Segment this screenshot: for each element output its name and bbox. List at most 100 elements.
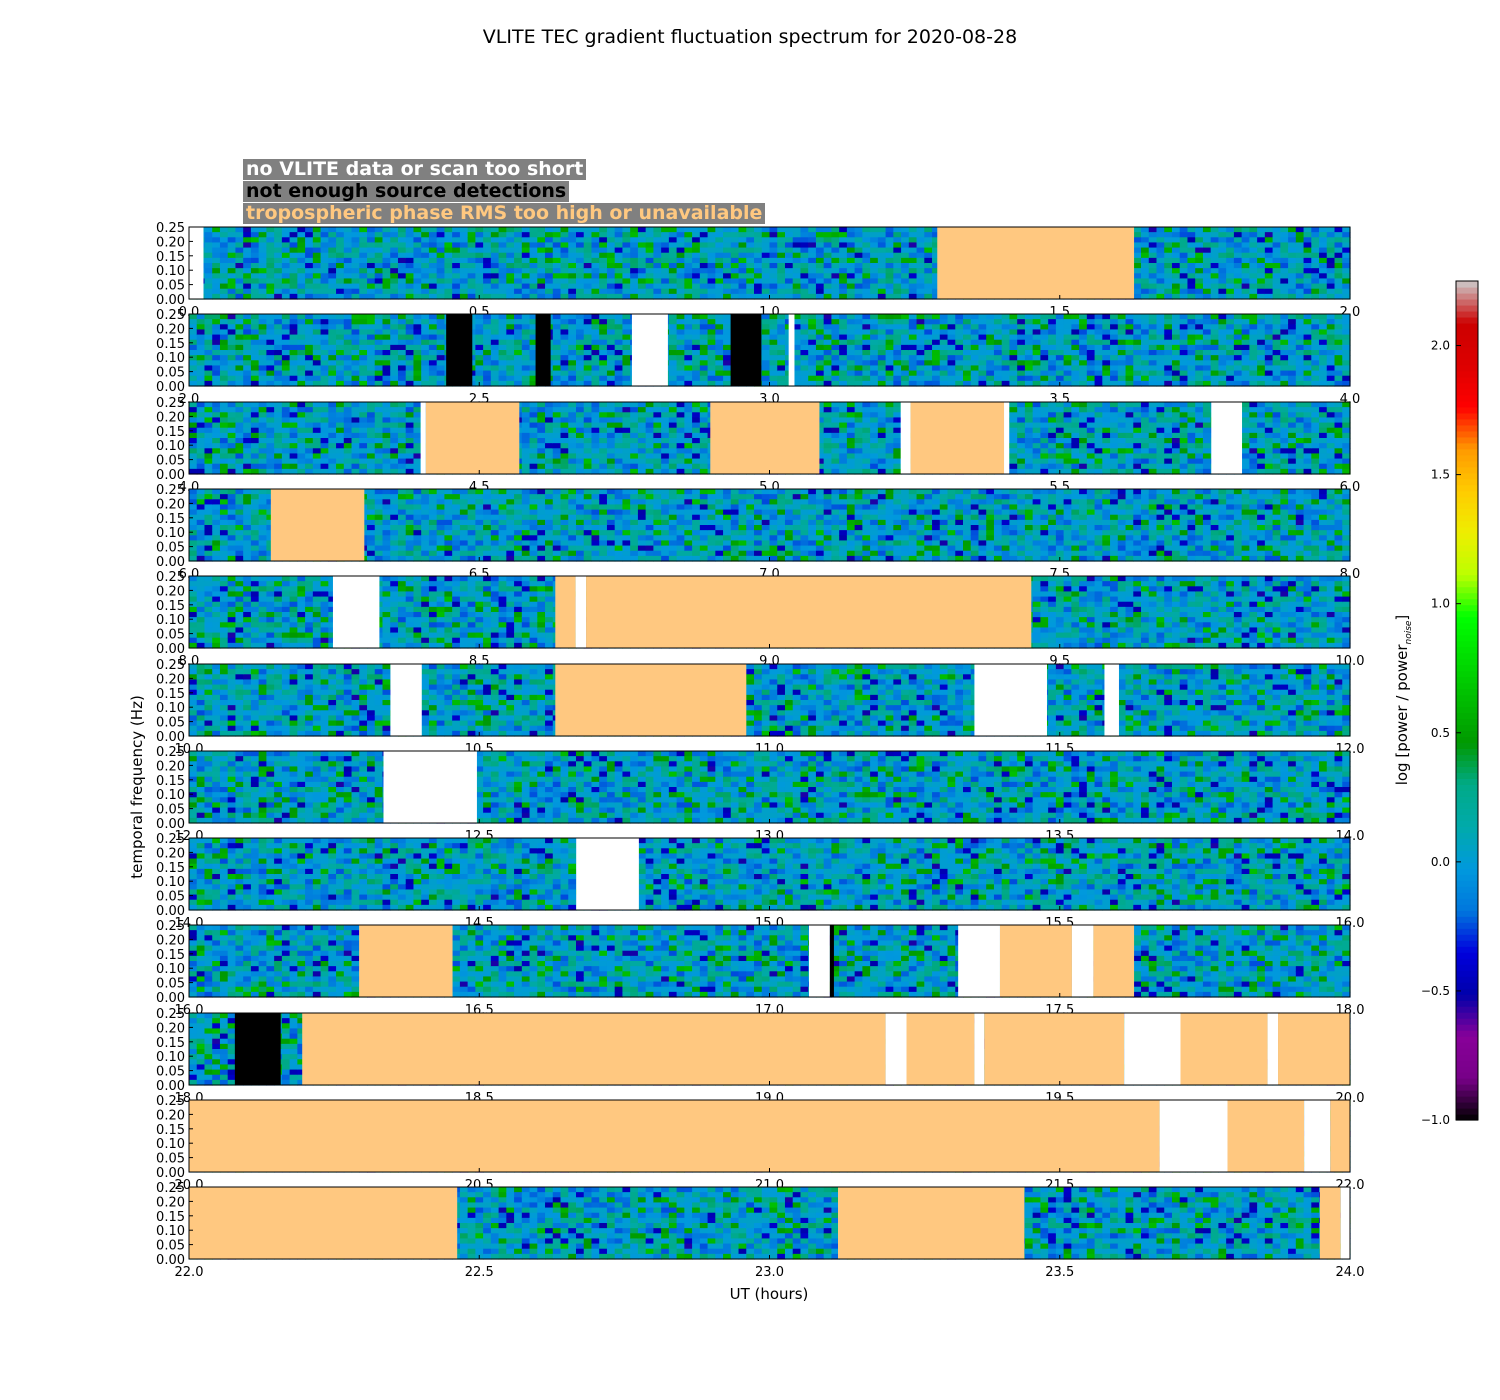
heatmap-cell (901, 324, 910, 331)
heatmap-cell (235, 417, 244, 424)
heatmap-cell (684, 360, 693, 367)
heatmap-cell (1218, 288, 1227, 295)
heatmap-cell (235, 453, 244, 460)
heatmap-cell (637, 237, 647, 244)
heatmap-cell (730, 232, 740, 238)
heatmap-cell (1017, 365, 1026, 372)
heatmap-cell (637, 252, 647, 259)
heatmap-cell (312, 375, 322, 382)
heatmap-cell (970, 375, 980, 382)
heatmap-cell (490, 329, 500, 336)
heatmap-cell (1202, 278, 1212, 285)
heatmap-cell (281, 278, 291, 285)
heatmap-cell (1311, 252, 1320, 259)
heatmap-cell (970, 370, 980, 377)
heatmap-cell (274, 375, 283, 382)
heatmap-cell (552, 247, 562, 254)
heatmap-cell (1280, 339, 1289, 346)
heatmap-cell (916, 237, 925, 244)
heatmap-cell (583, 380, 593, 387)
heatmap-cell (1280, 293, 1289, 300)
heatmap-cell (831, 314, 840, 320)
heatmap-cell (1249, 283, 1258, 290)
heatmap-cell (475, 247, 484, 254)
heatmap-cell (421, 293, 430, 300)
heatmap-cell (281, 375, 291, 382)
heatmap-cell (560, 360, 569, 367)
heatmap-cell (475, 257, 484, 264)
heatmap-cell (576, 314, 585, 320)
heatmap-cell (692, 232, 701, 238)
heatmap-cell (1295, 247, 1305, 254)
heatmap-cell (204, 257, 213, 264)
heatmap-cell (583, 417, 593, 424)
heatmap-cell (839, 257, 848, 264)
heatmap-cell (1233, 263, 1243, 269)
heatmap-cell (397, 453, 407, 460)
heatmap-cell (514, 360, 523, 367)
heatmap-cell (885, 263, 894, 269)
heatmap-cell (730, 268, 740, 274)
heatmap-cell (831, 370, 840, 377)
heatmap-cell (846, 283, 856, 290)
heatmap-cell (1187, 242, 1196, 249)
heatmap-cell (289, 402, 298, 408)
heatmap-cell (405, 365, 415, 372)
heatmap-cell (405, 232, 415, 238)
heatmap-cell (258, 242, 267, 249)
heatmap-cell (676, 278, 685, 285)
heatmap-cell (754, 237, 763, 244)
heatmap-cell (490, 360, 500, 367)
heatmap-cell (490, 339, 500, 346)
heatmap-cell (723, 370, 732, 377)
heatmap-cell (413, 350, 422, 356)
heatmap-cell (692, 324, 701, 331)
heatmap-cell (382, 438, 391, 444)
heatmap-cell (506, 278, 515, 285)
heatmap-cell (212, 329, 221, 336)
heatmap-cell (189, 329, 198, 336)
heatmap-cell (1342, 293, 1351, 300)
heatmap-cell (289, 319, 298, 325)
heatmap-cell (599, 329, 608, 336)
heatmap-cell (870, 319, 879, 325)
heatmap-cell (483, 227, 492, 233)
heatmap-cell (568, 468, 577, 475)
heatmap-cell (1241, 339, 1250, 346)
heatmap-cell (336, 324, 345, 331)
heatmap-cell (924, 319, 933, 325)
heatmap-cell (901, 283, 910, 290)
heatmap-cell (305, 443, 314, 449)
heatmap-cell (792, 273, 802, 280)
heatmap-cell (908, 370, 918, 377)
heatmap-cell (1280, 288, 1289, 295)
heatmap-cell (591, 252, 600, 259)
heatmap-cell (1009, 370, 1018, 377)
heatmap-cell (312, 268, 322, 274)
heatmap-cell (204, 350, 213, 356)
heatmap-cell (351, 278, 360, 285)
heatmap-cell (243, 468, 252, 475)
heatmap-cell (545, 273, 554, 280)
heatmap-cell (274, 293, 283, 300)
heatmap-cell (591, 380, 600, 387)
heatmap-cell (1264, 329, 1274, 336)
heatmap-cell (978, 370, 987, 377)
heatmap-cell (877, 263, 887, 269)
heatmap-cell (784, 232, 794, 238)
heatmap-cell (336, 319, 345, 325)
heatmap-cell (467, 268, 476, 274)
heatmap-cell (932, 314, 941, 320)
heatmap-cell (1295, 329, 1305, 336)
heatmap-cell (986, 319, 995, 325)
heatmap-cell (374, 293, 384, 300)
heatmap-cell (622, 273, 631, 280)
heatmap-cell (367, 268, 376, 274)
heatmap-cell (1241, 268, 1250, 274)
heatmap-cell (390, 339, 399, 346)
heatmap-cell (723, 232, 732, 238)
heatmap-cell (1264, 375, 1274, 382)
heatmap-cell (955, 319, 964, 325)
heatmap-cell (281, 288, 291, 295)
heatmap-cell (475, 252, 484, 259)
